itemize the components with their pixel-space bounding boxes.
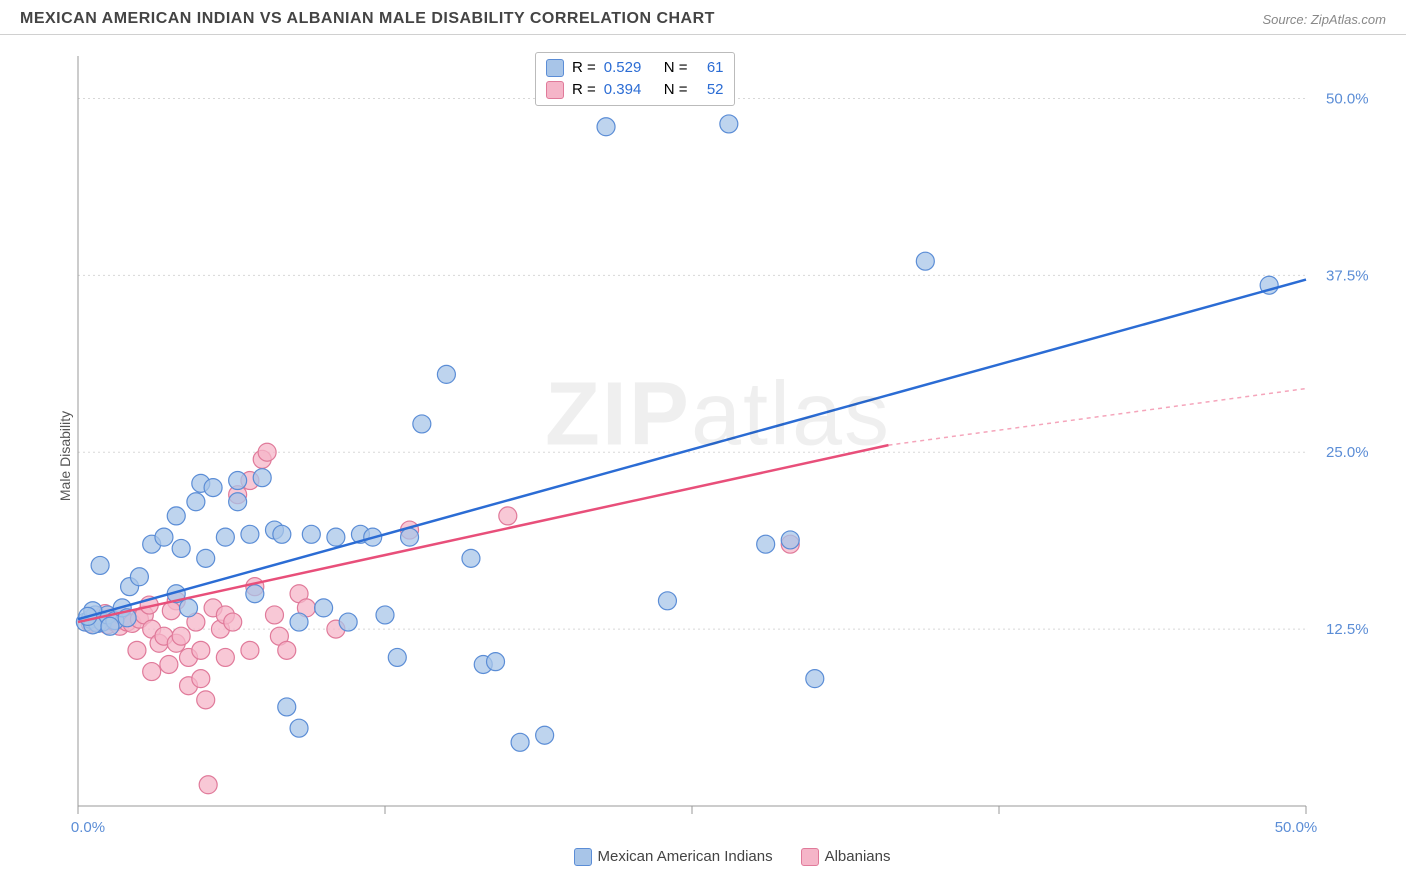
correlation-legend: R =0.529N =61R =0.394N =52 xyxy=(535,52,735,106)
legend-row: R =0.394N =52 xyxy=(546,79,724,101)
svg-text:50.0%: 50.0% xyxy=(1275,819,1318,836)
chart-area: Male Disability 12.5%25.0%37.5%50.0%0.0%… xyxy=(50,46,1386,866)
header-bar: MEXICAN AMERICAN INDIAN VS ALBANIAN MALE… xyxy=(0,0,1406,35)
series-legend: Mexican American Indians Albanians xyxy=(50,848,1386,866)
legend-swatch xyxy=(546,81,564,99)
legend-label: Mexican American Indians xyxy=(598,848,773,865)
scatter-plot: 12.5% 25.0% 37.5% 50.0% 0.0% 50.0% xyxy=(60,46,1386,846)
svg-text:25.0%: 25.0% xyxy=(1326,444,1369,461)
svg-text:37.5%: 37.5% xyxy=(1326,267,1369,284)
gridlines xyxy=(78,98,1306,629)
legend-label: Albanians xyxy=(825,848,891,865)
legend-swatch xyxy=(574,848,592,866)
svg-text:50.0%: 50.0% xyxy=(1326,90,1369,107)
axes xyxy=(78,56,1306,814)
legend-row: R =0.529N =61 xyxy=(546,57,724,79)
source-credit: Source: ZipAtlas.com xyxy=(1262,12,1386,27)
legend-swatch xyxy=(801,848,819,866)
legend-swatch xyxy=(546,59,564,77)
svg-text:0.0%: 0.0% xyxy=(71,819,105,836)
svg-text:12.5%: 12.5% xyxy=(1326,621,1369,638)
chart-title: MEXICAN AMERICAN INDIAN VS ALBANIAN MALE… xyxy=(20,10,715,28)
